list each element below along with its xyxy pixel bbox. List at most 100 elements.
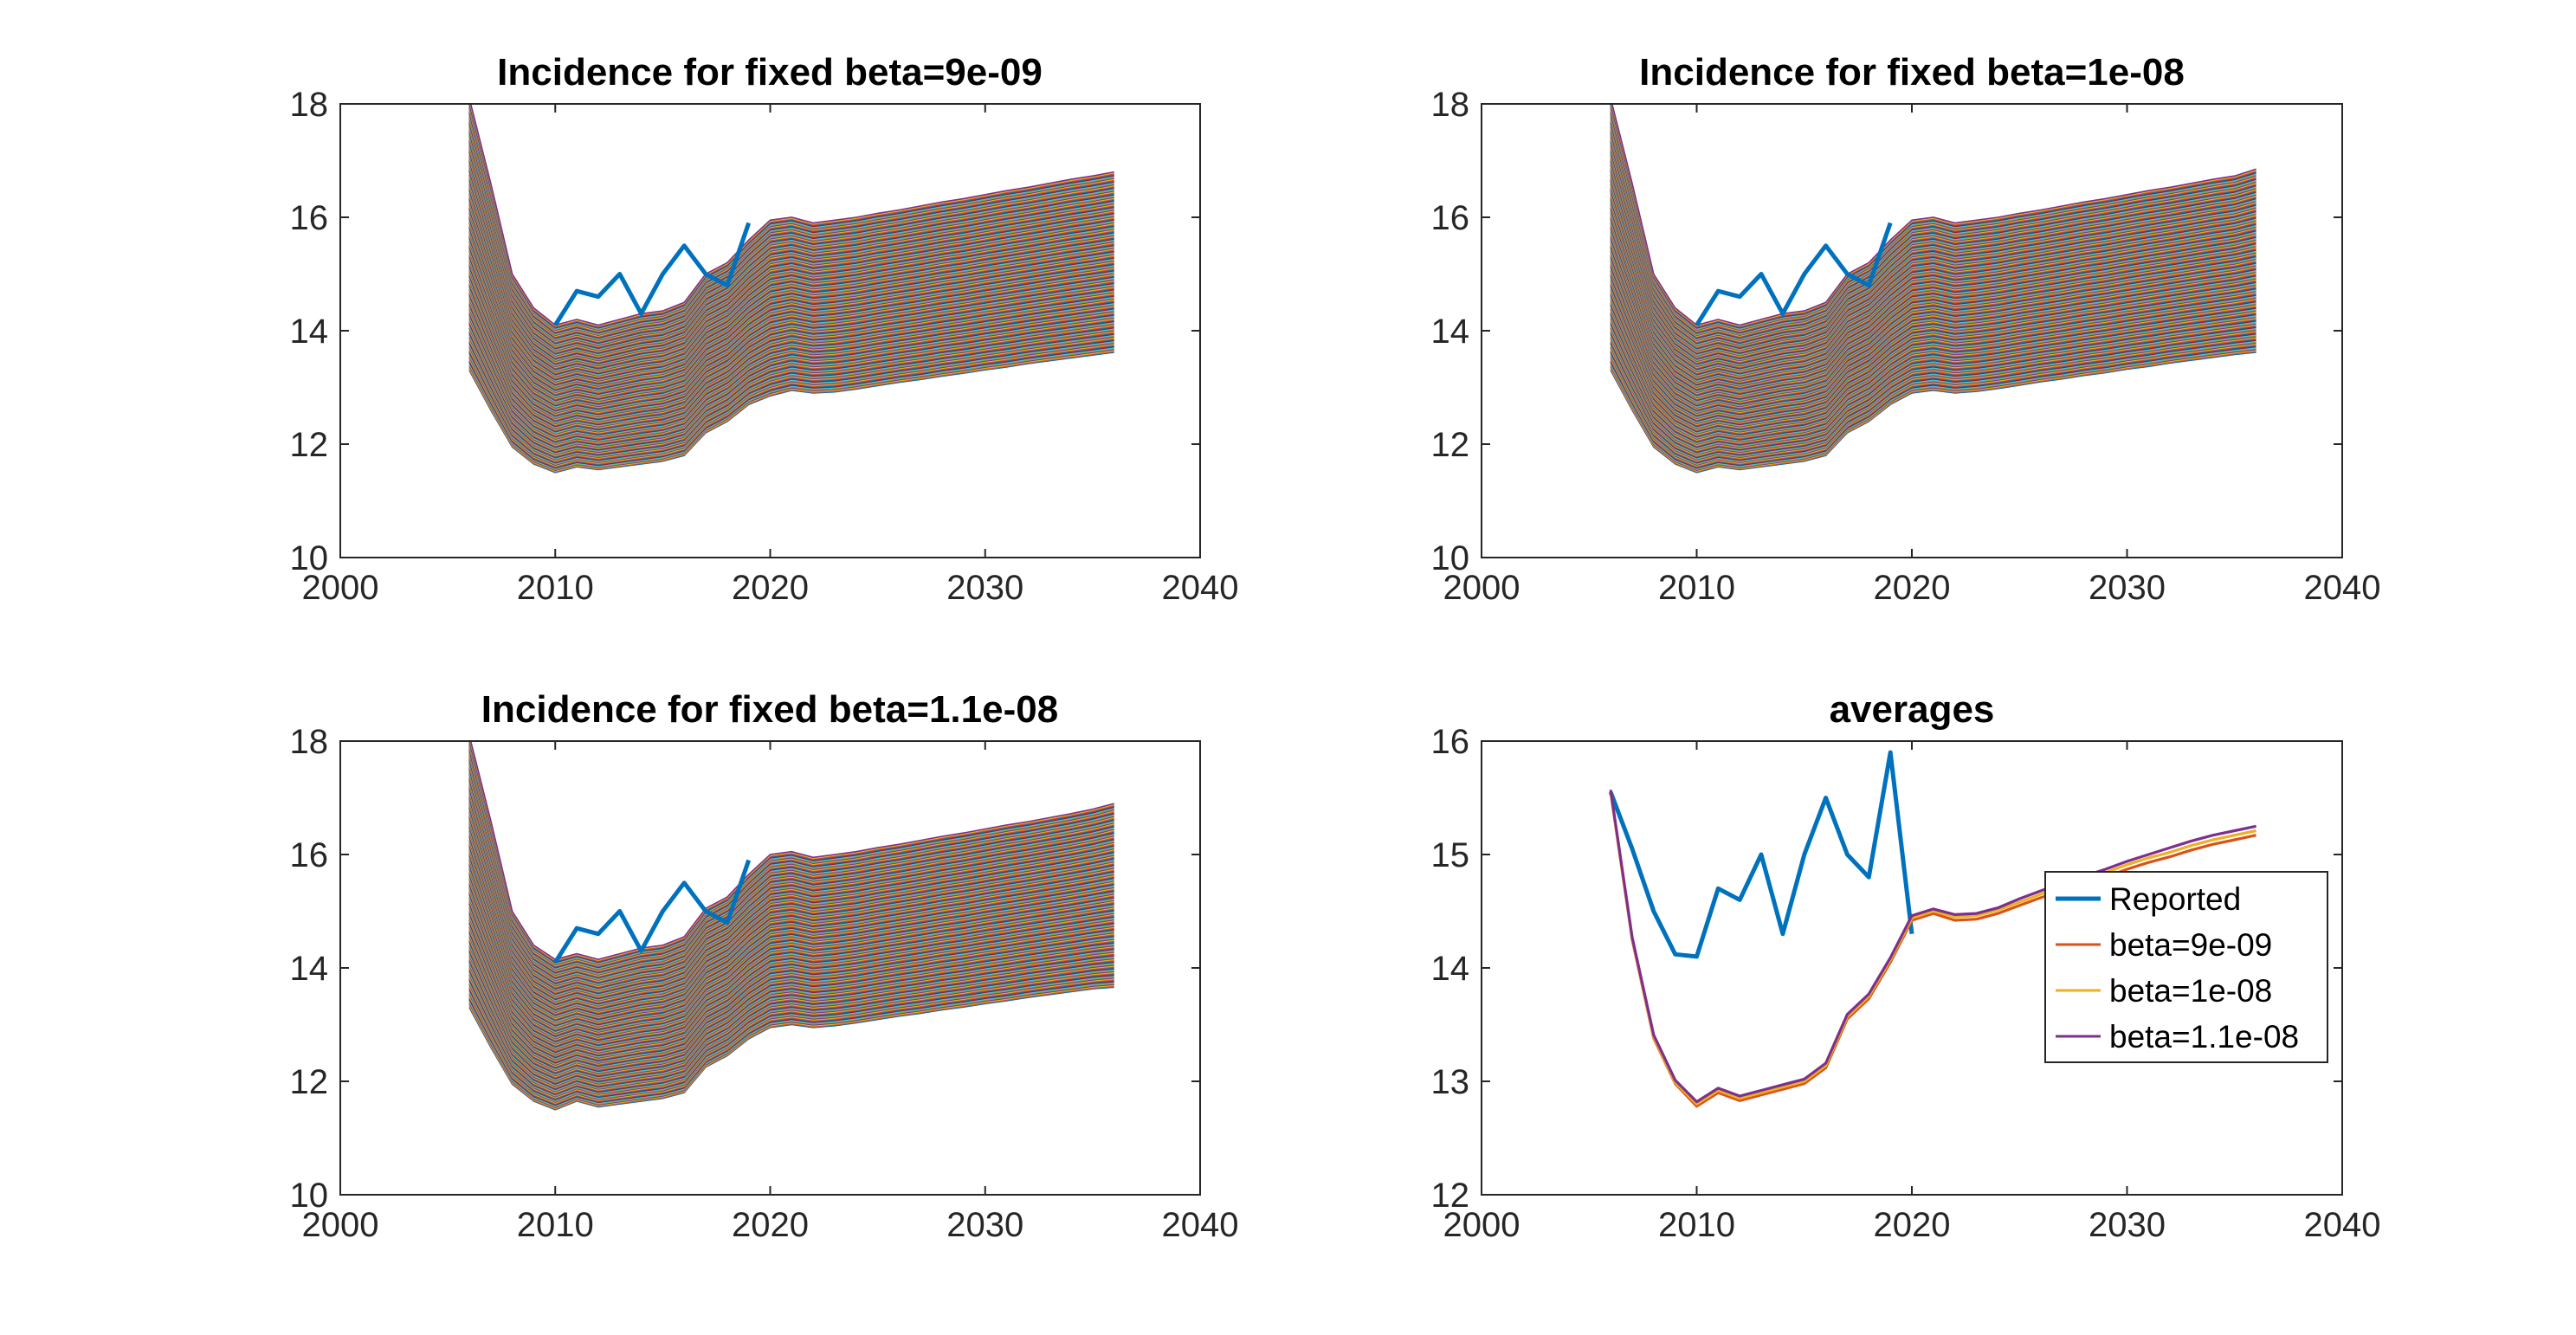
simulation-line [468, 335, 1114, 461]
simulation-line [469, 741, 1114, 961]
simulation-line [468, 866, 1114, 1033]
simulation-line [468, 906, 1114, 1055]
y-tick-label: 14 [290, 950, 329, 988]
simulation-line [468, 743, 1114, 965]
simulation-line [468, 132, 1114, 345]
simulation-line [1610, 254, 2256, 410]
simulation-line [468, 203, 1114, 384]
simulation-line [468, 977, 1114, 1103]
simulation-line [468, 962, 1114, 1091]
simulation-line [468, 284, 1114, 427]
simulation-line [468, 190, 1114, 377]
simulation-line [468, 814, 1114, 1004]
simulation-line [468, 875, 1114, 1038]
simulation-line [1610, 124, 2256, 340]
simulation-line [468, 981, 1114, 1106]
simulation-line [468, 823, 1114, 1009]
simulation-line [1610, 178, 2256, 370]
simulation-line [468, 117, 1114, 337]
simulation-line [468, 343, 1114, 467]
x-tick-label: 2040 [2304, 1206, 2381, 1244]
simulation-line [468, 274, 1114, 422]
plot-lines [468, 741, 1114, 1111]
simulation-line [1610, 308, 2256, 441]
simulation-line [468, 303, 1114, 437]
y-tick-label: 14 [290, 313, 329, 351]
simulation-line [468, 879, 1114, 1040]
simulation-line [1610, 122, 2256, 339]
legend-box [2044, 871, 2328, 1063]
simulation-line [468, 943, 1114, 1075]
simulation-line [468, 758, 1114, 973]
simulation-line [468, 839, 1114, 1018]
simulation-line [468, 964, 1114, 1093]
y-tick-label: 16 [1431, 199, 1470, 237]
simulation-line [468, 900, 1114, 1052]
simulation-line [1610, 293, 2256, 432]
simulation-line [1610, 326, 2256, 454]
simulation-line [1610, 212, 2256, 389]
simulation-line [468, 869, 1114, 1035]
simulation-line [468, 969, 1114, 1097]
simulation-line [468, 240, 1114, 403]
simulation-line [1610, 314, 2256, 444]
simulation-line [468, 247, 1114, 407]
simulation-line [468, 790, 1114, 990]
simulation-line [468, 325, 1114, 452]
simulation-line [1610, 256, 2256, 412]
simulation-line [468, 881, 1114, 1042]
simulation-line [468, 907, 1114, 1055]
simulation-line [468, 336, 1114, 461]
simulation-line [1610, 343, 2256, 467]
simulation-line [468, 795, 1114, 994]
simulation-line [468, 345, 1114, 469]
simulation-line [468, 848, 1114, 1023]
simulation-line [1610, 111, 2256, 333]
simulation-line [468, 351, 1114, 474]
simulation-line [1610, 247, 2256, 407]
simulation-line [468, 185, 1114, 374]
simulation-line [468, 195, 1114, 379]
simulation-line [468, 110, 1114, 333]
simulation-line [468, 854, 1114, 1026]
simulation-line [1610, 126, 2256, 342]
simulation-line [468, 802, 1114, 997]
simulation-line [468, 944, 1114, 1076]
simulation-line [468, 752, 1114, 971]
simulation-line [468, 232, 1114, 399]
x-tick-label: 2010 [517, 569, 594, 607]
simulation-line [1610, 344, 2256, 468]
x-tick-label: 2000 [1443, 569, 1520, 607]
simulation-line [468, 820, 1114, 1008]
plot-lines [1608, 750, 2256, 1108]
simulation-line [468, 237, 1114, 402]
y-tick-label: 16 [1431, 723, 1470, 761]
simulation-line [1610, 219, 2256, 392]
simulation-line [1610, 290, 2256, 430]
simulation-line [468, 797, 1114, 996]
simulation-line [468, 242, 1114, 404]
simulation-line [468, 748, 1114, 968]
simulation-line [468, 801, 1114, 996]
simulation-line [468, 972, 1114, 1100]
simulation-line [1610, 119, 2256, 338]
y-tick-label: 18 [290, 86, 329, 124]
simulation-line [468, 306, 1114, 439]
simulation-line [1610, 190, 2256, 377]
simulation-line [1610, 105, 2256, 330]
simulation-line [468, 893, 1114, 1048]
simulation-line [468, 927, 1114, 1067]
series-line-beta=9e-09 [1609, 791, 2256, 1108]
simulation-line [468, 157, 1114, 358]
simulation-line [468, 319, 1114, 447]
simulation-line [1610, 249, 2256, 409]
simulation-line [468, 145, 1114, 352]
x-tick-label: 2040 [1162, 1206, 1239, 1244]
simulation-line [468, 119, 1114, 338]
y-tick-label: 10 [1431, 539, 1470, 577]
simulation-line [468, 974, 1114, 1101]
reported-line [1608, 750, 1914, 959]
simulation-line [468, 261, 1114, 415]
simulation-line [1611, 104, 2256, 327]
simulation-line [1610, 271, 2256, 420]
